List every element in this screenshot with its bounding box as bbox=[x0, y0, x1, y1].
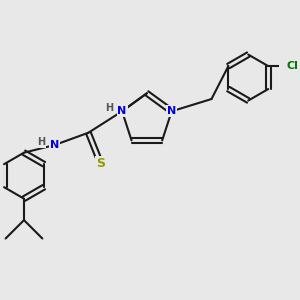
Text: S: S bbox=[96, 157, 105, 170]
Text: N: N bbox=[167, 106, 176, 116]
Text: H: H bbox=[37, 137, 45, 147]
Text: N: N bbox=[50, 140, 59, 150]
Text: N: N bbox=[118, 106, 127, 116]
Text: Cl: Cl bbox=[286, 61, 298, 71]
Text: H: H bbox=[105, 103, 113, 113]
